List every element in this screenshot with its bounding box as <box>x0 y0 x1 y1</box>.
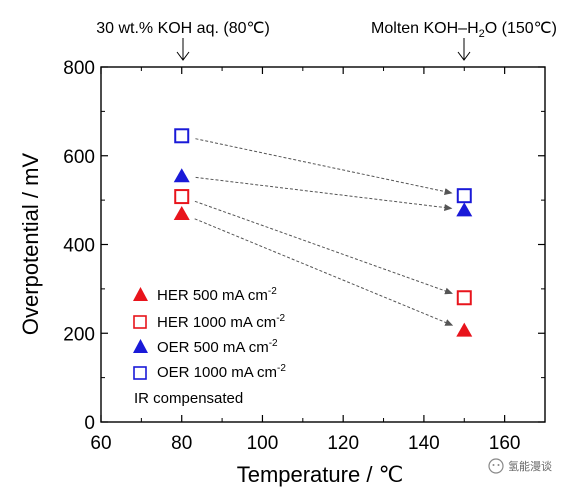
trend-arrow <box>195 138 453 195</box>
data-point-triangle <box>173 168 190 183</box>
x-tick-label: 120 <box>327 433 359 454</box>
data-point-square <box>456 188 472 204</box>
data-point-triangle <box>456 322 473 337</box>
wechat-icon-eye <box>497 464 500 466</box>
trend-arrow <box>194 218 454 326</box>
legend-item-her-1000: HER 1000 mA cm-2 <box>133 313 286 331</box>
red-open-square-icon <box>133 315 147 329</box>
legend: HER 500 mA cm-2 HER 1000 mA cm-2 OER 500… <box>133 286 286 407</box>
data-point-square <box>174 128 190 144</box>
wechat-icon-eye <box>492 464 495 466</box>
legend-label: HER 500 mA cm-2 <box>157 286 277 304</box>
trend-arrow <box>195 176 453 211</box>
y-tick-label: 400 <box>63 236 95 257</box>
y-tick-label: 600 <box>63 147 95 168</box>
x-tick-label: 140 <box>408 433 440 454</box>
wechat-icon <box>488 458 504 474</box>
data-point-square <box>456 290 472 306</box>
x-tick-label: 60 <box>90 433 111 454</box>
y-tick-label: 800 <box>63 58 95 79</box>
y-axis-title: Overpotential / mV <box>18 153 43 336</box>
legend-item-oer-500: OER 500 mA cm-2 <box>133 338 278 356</box>
legend-item-her-500: HER 500 mA cm-2 <box>133 286 277 304</box>
legend-label: HER 1000 mA cm-2 <box>157 313 286 331</box>
trend-arrow <box>194 200 453 295</box>
x-tick-label: 80 <box>171 433 192 454</box>
legend-note: IR compensated <box>134 390 243 407</box>
x-axis-title: Temperature / ℃ <box>237 462 404 487</box>
legend-item-oer-1000: OER 1000 mA cm-2 <box>133 363 286 381</box>
data-point-triangle <box>456 202 473 217</box>
arrow-down-icon <box>176 38 190 61</box>
watermark: 氢能漫谈 <box>488 458 552 474</box>
y-tick-label: 0 <box>84 413 95 434</box>
blue-open-square-icon <box>133 366 147 380</box>
data-points <box>173 128 473 337</box>
annotation-molten-koh: Molten KOH–H2O (150℃) <box>371 20 557 40</box>
y-tick-label: 200 <box>63 324 95 345</box>
data-point-square <box>174 189 190 205</box>
red-filled-triangle-icon <box>133 287 148 301</box>
watermark-text: 氢能漫谈 <box>508 459 552 473</box>
axis-ticks: 60 80 100 120 140 160 0 200 400 600 800 <box>63 58 545 454</box>
x-tick-label: 160 <box>489 433 521 454</box>
annotation-koh-aq: 30 wt.% KOH aq. (80℃) <box>96 20 270 37</box>
blue-filled-triangle-icon <box>133 339 148 353</box>
top-annotations: 30 wt.% KOH aq. (80℃) Molten KOH–H2O (15… <box>96 20 557 61</box>
trend-arrows <box>194 138 454 326</box>
legend-label: OER 1000 mA cm-2 <box>157 363 286 381</box>
arrow-down-icon <box>457 38 471 61</box>
data-point-triangle <box>173 205 190 220</box>
legend-label: OER 500 mA cm-2 <box>157 338 278 356</box>
x-tick-label: 100 <box>247 433 279 454</box>
